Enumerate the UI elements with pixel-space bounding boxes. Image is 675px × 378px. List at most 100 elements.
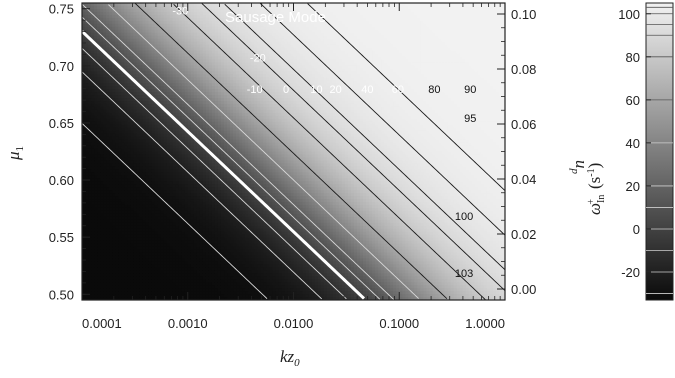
- heatmap-cell: [94, 101, 98, 105]
- heatmap-cell: [124, 193, 128, 197]
- heatmap-cell: [115, 190, 119, 194]
- heatmap-cell: [148, 101, 153, 105]
- heatmap-cell: [193, 288, 198, 292]
- heatmap-cell: [130, 130, 134, 135]
- heatmap-cell: [187, 14, 192, 19]
- heatmap-cell: [202, 181, 207, 185]
- heatmap-cell: [115, 169, 119, 173]
- heatmap-cell: [124, 50, 128, 55]
- heatmap-cell: [184, 89, 189, 93]
- heatmap-cell: [97, 133, 101, 138]
- heatmap-cell: [130, 288, 134, 292]
- heatmap-cell: [112, 166, 116, 170]
- heatmap-cell: [169, 59, 174, 63]
- heatmap-cell: [88, 166, 92, 170]
- heatmap-cell: [199, 258, 204, 262]
- heatmap-cell: [178, 83, 183, 87]
- heatmap-cell: [151, 216, 156, 221]
- heatmap-cell: [175, 95, 180, 99]
- heatmap-cell: [178, 279, 183, 283]
- heatmap-cell: [82, 288, 86, 292]
- heatmap-cell: [169, 213, 174, 218]
- heatmap-cell: [127, 288, 131, 292]
- heatmap-cell: [193, 249, 198, 254]
- heatmap-cell: [133, 255, 137, 260]
- heatmap-cell: [97, 207, 101, 212]
- heatmap-cell: [193, 145, 198, 150]
- heatmap-cell: [145, 101, 150, 105]
- heatmap-cell: [178, 95, 183, 99]
- heatmap-cell: [154, 89, 159, 93]
- heatmap-cell: [145, 32, 150, 37]
- heatmap-cell: [88, 23, 92, 28]
- heatmap-cell: [151, 133, 156, 138]
- heatmap-cell: [127, 234, 131, 239]
- heatmap-cell: [181, 3, 186, 7]
- heatmap-cell: [94, 35, 98, 40]
- heatmap-cell: [130, 246, 134, 251]
- heatmap-cell: [199, 89, 204, 93]
- heatmap-cell: [139, 89, 144, 93]
- heatmap-cell: [175, 264, 180, 268]
- heatmap-cell: [154, 187, 159, 191]
- heatmap-cell: [193, 20, 198, 25]
- heatmap-cell: [106, 279, 110, 283]
- heatmap-cell: [166, 297, 171, 300]
- heatmap-cell: [115, 38, 119, 43]
- heatmap-cell: [124, 38, 128, 43]
- heatmap-cell: [190, 112, 195, 117]
- heatmap-cell: [103, 291, 107, 295]
- heatmap-cell: [181, 160, 186, 164]
- heatmap-cell: [118, 32, 122, 37]
- heatmap-cell: [85, 199, 89, 203]
- heatmap-cell: [202, 103, 207, 108]
- heatmap-cell: [175, 294, 180, 298]
- heatmap-cell: [118, 279, 122, 283]
- heatmap-cell: [91, 121, 95, 126]
- heatmap-cell: [124, 267, 128, 271]
- heatmap-cell: [199, 14, 204, 19]
- heatmap-cell: [139, 157, 144, 162]
- heatmap-cell: [151, 50, 156, 55]
- heatmap-cell: [118, 139, 122, 144]
- heatmap-cell: [106, 5, 110, 10]
- heatmap-cell: [127, 279, 131, 283]
- heatmap-cell: [154, 77, 159, 81]
- heatmap-cell: [103, 294, 107, 298]
- heatmap-cell: [142, 20, 147, 25]
- heatmap-cell: [163, 5, 168, 10]
- heatmap-cell: [130, 190, 134, 194]
- heatmap-cell: [136, 124, 141, 129]
- heatmap-cell: [196, 240, 201, 245]
- heatmap-cell: [199, 187, 204, 191]
- heatmap-cell: [187, 243, 192, 248]
- heatmap-cell: [160, 95, 165, 99]
- heatmap-cell: [169, 74, 174, 78]
- heatmap-cell: [100, 270, 104, 274]
- heatmap-cell: [109, 210, 113, 215]
- heatmap-cell: [112, 240, 116, 245]
- heatmap-cell: [136, 151, 141, 156]
- heatmap-cell: [97, 288, 101, 292]
- heatmap-cell: [130, 38, 134, 43]
- heatmap-cell: [124, 29, 128, 34]
- heatmap-cell: [148, 98, 153, 102]
- heatmap-cell: [154, 228, 159, 233]
- heatmap-cell: [160, 210, 165, 215]
- heatmap-cell: [196, 261, 201, 265]
- heatmap-cell: [118, 59, 122, 63]
- heatmap-cell: [106, 101, 110, 105]
- heatmap-cell: [85, 276, 89, 280]
- heatmap-cell: [169, 291, 174, 295]
- heatmap-cell: [157, 258, 162, 262]
- heatmap-cell: [169, 240, 174, 245]
- heatmap-cell: [130, 231, 134, 236]
- heatmap-cell: [202, 184, 207, 188]
- heatmap-cell: [109, 255, 113, 260]
- heatmap-cell: [193, 124, 198, 129]
- heatmap-cell: [106, 154, 110, 159]
- heatmap-cell: [115, 50, 119, 55]
- heatmap-cell: [94, 148, 98, 153]
- heatmap-cell: [175, 71, 180, 75]
- heatmap-cell: [118, 92, 122, 96]
